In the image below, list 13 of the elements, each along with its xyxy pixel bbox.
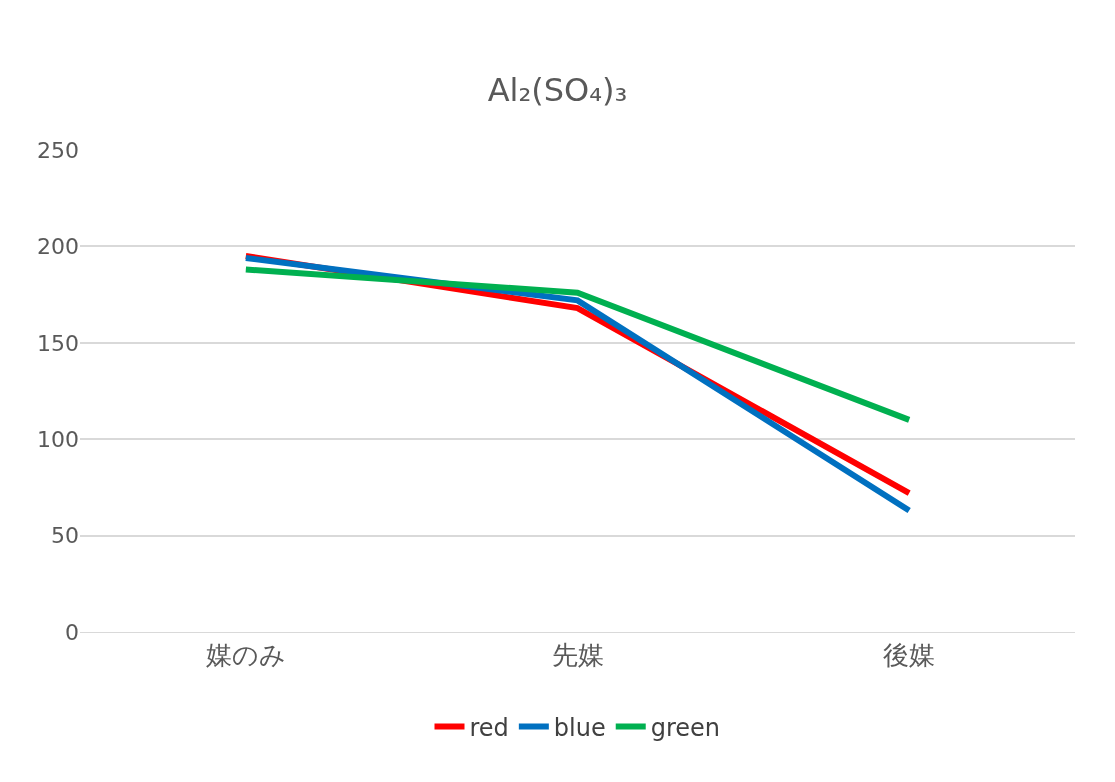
- y-tick-label: 50: [51, 523, 79, 549]
- y-tick-label: 100: [37, 426, 79, 452]
- chart-title: Al₂(SO₄)₃: [487, 70, 628, 109]
- x-tick-label: 先媒: [551, 640, 604, 671]
- legend-label: blue: [553, 713, 606, 742]
- legend-label: green: [650, 713, 721, 742]
- x-tick-label: 媒のみ: [205, 640, 286, 671]
- legend-label: red: [469, 713, 509, 742]
- x-tick-label: 後媒: [883, 640, 936, 671]
- y-tick-label: 150: [37, 330, 79, 356]
- y-tick-label: 200: [37, 234, 79, 260]
- y-tick-label: 0: [65, 619, 79, 645]
- y-tick-label: 250: [37, 137, 79, 163]
